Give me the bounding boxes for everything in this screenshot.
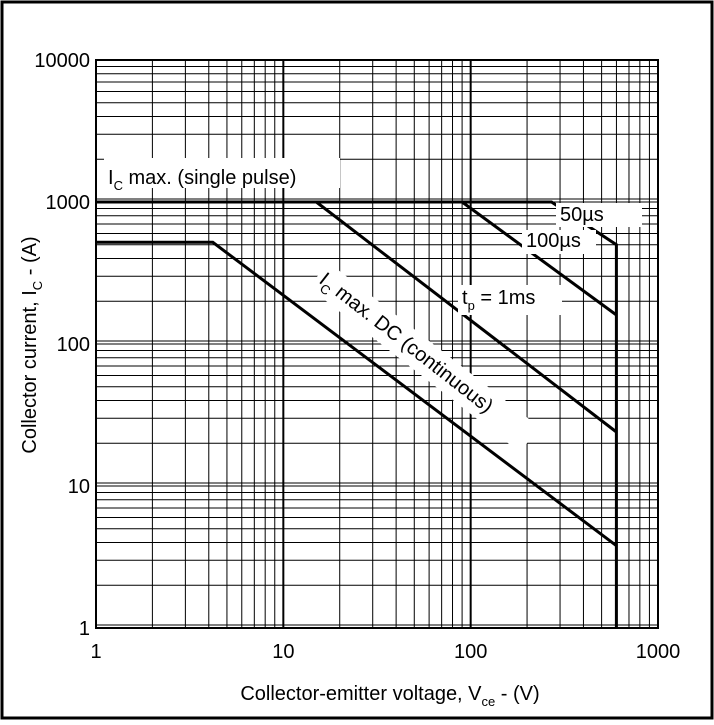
t50-label-bg xyxy=(556,203,642,227)
x-tick-label: 10 xyxy=(272,641,294,663)
t1ms-label-bg xyxy=(458,285,562,315)
x-tick-label: 1000 xyxy=(636,641,681,663)
y-axis-label: Collector current, IC - (A) xyxy=(19,236,45,453)
x-tick-label: 1 xyxy=(90,641,101,663)
y-tick-label: 100 xyxy=(57,334,90,356)
t50-label: 50µs xyxy=(560,204,604,226)
t100-label-bg xyxy=(522,230,596,254)
y-tick-label: 10 xyxy=(68,476,90,498)
tick-labels: 1 10 100 1000 1 10 100 1000 10000 xyxy=(34,50,680,663)
plot-border xyxy=(95,59,659,629)
single-pulse-label: IC max. (single pulse) xyxy=(108,167,296,193)
x-tick-label: 100 xyxy=(454,641,487,663)
t100-label: 100µs xyxy=(526,230,581,252)
series-line-3 xyxy=(96,240,618,547)
single-pulse-label-bg xyxy=(104,158,340,188)
y-tick-label: 1 xyxy=(79,618,90,640)
y-tick-label: 1000 xyxy=(46,192,91,214)
dc-label-bg xyxy=(308,262,540,453)
series-line-1 xyxy=(461,200,618,317)
series-line-2 xyxy=(315,200,618,434)
t1ms-label: tp = 1ms xyxy=(462,287,535,313)
x-axis-label: Collector-emitter voltage, Vce - (V) xyxy=(240,683,539,709)
y-tick-label: 10000 xyxy=(34,50,90,72)
